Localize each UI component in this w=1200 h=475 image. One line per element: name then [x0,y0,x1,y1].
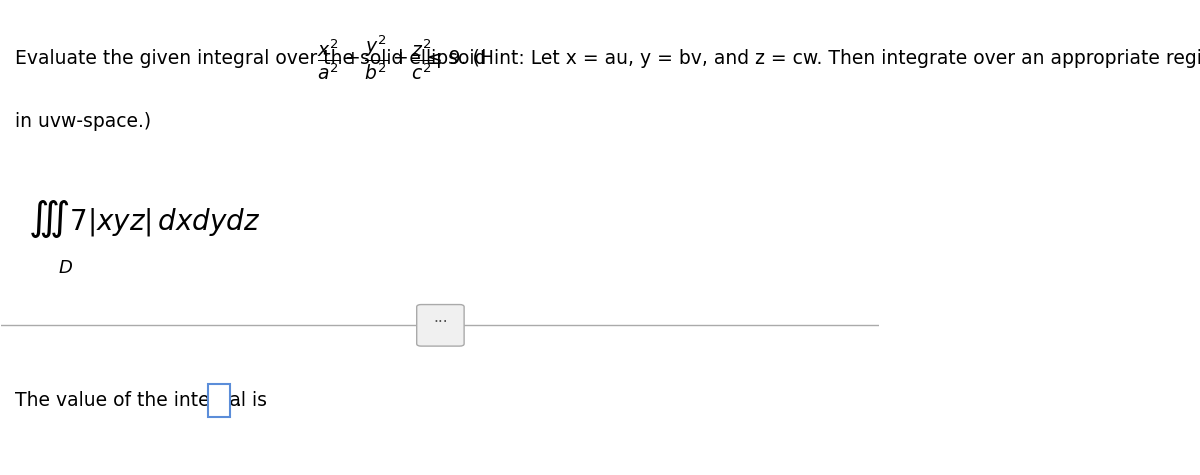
Text: ···: ··· [433,315,448,330]
Text: The value of the integral is: The value of the integral is [14,391,266,410]
Text: $\dfrac{x^2}{a^2}+\dfrac{y^2}{b^2}+\dfrac{z^2}{c^2}$: $\dfrac{x^2}{a^2}+\dfrac{y^2}{b^2}+\dfra… [318,34,434,83]
FancyBboxPatch shape [416,304,464,346]
FancyBboxPatch shape [208,384,229,417]
Text: $\iiint 7|xyz|\,dxdydz$: $\iiint 7|xyz|\,dxdydz$ [28,198,260,239]
Text: .: . [236,391,241,410]
Text: in uvw-space.): in uvw-space.) [14,112,151,131]
Text: Evaluate the given integral over the solid ellipsoid: Evaluate the given integral over the sol… [14,48,486,67]
Text: D: D [59,259,72,277]
Text: ≤ 9. (Hint: Let x = au, y = bv, and z = cw. Then integrate over an appropriate r: ≤ 9. (Hint: Let x = au, y = bv, and z = … [427,48,1200,67]
